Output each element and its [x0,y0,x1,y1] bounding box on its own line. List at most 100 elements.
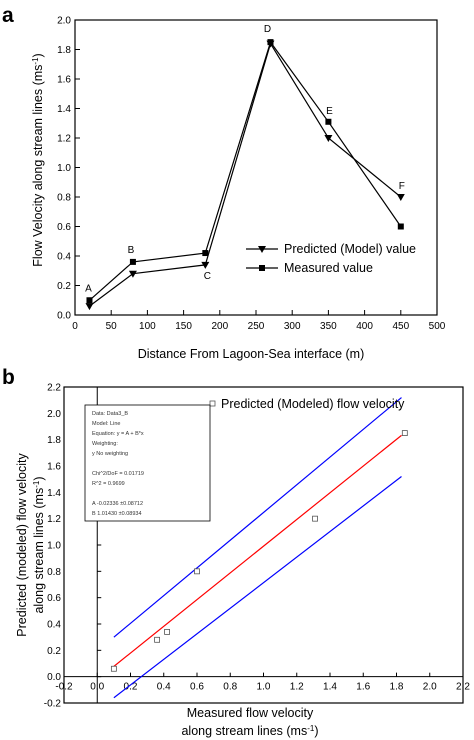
measured-point [129,258,136,265]
y-tick-label: 0.2 [57,281,71,292]
y-tick-label: 1.8 [57,45,71,56]
panel-a-point-labels: A B C D E F [85,24,405,294]
stats-box-line: y No weighting [92,451,128,457]
y-tick-label: 1.6 [57,75,71,86]
panel-b-ticks: -0.2 0.0 0.2 0.4 0.6 0.8 1.0 1.2 1.4 1.6 1.8 2.0 2.2… [44,383,471,710]
x-tick-label: 1.2 [290,682,304,693]
measured-point [397,223,404,230]
panel-b-y-axis-label-sup: -1 [32,480,41,488]
panel-b-x-axis-label-text: along stream lines (ms [181,724,307,738]
x-tick-label: 0.4 [157,682,171,693]
panel-a-label: a [2,4,14,27]
legend-label-predicted: Predicted (Model) value [284,242,416,256]
stats-box-line: B 1.01430 ±0.08934 [92,511,142,517]
measured-point [202,250,209,257]
predicted-point [128,270,137,278]
y-tick-label: 1.0 [57,163,71,174]
y-tick-label: 0.2 [47,646,61,657]
regression-fit-line [113,434,402,667]
x-tick-label: 100 [139,321,156,332]
y-tick-label: -0.2 [44,699,62,710]
legend-marker-measured [259,265,265,271]
y-tick-label: 0.8 [57,193,71,204]
y-tick-label: 0.6 [47,593,61,604]
stats-box-line: Weighting: [92,441,118,447]
panel-a-y-axis-label-text: Flow Velocity along stream lines (ms [31,65,45,267]
x-tick-label: 0.8 [223,682,237,693]
panel-b-legend: Predicted (Modeled) flow velocity [209,397,405,411]
x-tick-label: 350 [320,321,337,332]
panel-a-series [85,39,405,311]
y-tick-label: 1.6 [47,462,61,473]
y-tick-label: 0.8 [47,567,61,578]
x-tick-label: 150 [175,321,192,332]
data-point [164,629,170,635]
upper-confidence-line [113,397,402,638]
point-label-a: A [85,283,92,294]
point-label-d: D [264,24,271,35]
y-tick-label: 2.0 [57,16,71,27]
data-point [110,665,117,672]
x-tick-label: 400 [356,321,373,332]
stats-box-line: A -0.02336 ±0.08712 [92,501,143,507]
stats-box-line: Equation: y = A + B*x [92,431,144,437]
y-tick-label: 0.0 [57,311,71,322]
point-label-c: C [204,271,211,282]
x-tick-label: 450 [392,321,409,332]
stats-box-frame [84,404,211,522]
legend-marker [209,400,216,407]
panel-b-x-axis-label-tail: ) [314,724,318,738]
y-tick-label: 0.4 [57,252,71,263]
series-line-measured [89,40,402,301]
panel-a-y-axis-label-sup: -1 [31,57,40,65]
y-tick-label: 1.0 [47,541,61,552]
x-tick-label: 1.6 [356,682,370,693]
point-label-b: B [128,245,135,256]
y-tick-label: 0.4 [47,620,61,631]
legend-label: Predicted (Modeled) flow velocity [221,397,405,411]
y-tick-label: 0.6 [57,222,71,233]
x-tick-label: 1.4 [323,682,337,693]
x-tick-label: 2.2 [456,682,470,693]
x-tick-label: 2.0 [423,682,437,693]
data-point [312,515,318,522]
panel-a-legend: Predicted (Model) value Measured value [246,242,416,275]
data-point [194,568,200,575]
x-tick-label: 300 [284,321,301,332]
predicted-point [85,303,94,311]
x-tick-label: 0.6 [190,682,204,693]
panel-b-stats-box: Data: Data3_B Model: Line Equation: y = A … [84,404,211,522]
panel-a-ticks: 0 50 100 150 200 250 300 350 400 450 500 0.0 0.2 0.4 0… [57,16,446,333]
point-label-e: E [326,106,333,117]
x-tick-label: 1.0 [257,682,271,693]
panel-b-y-axis-label-line1: Predicted (modeled) flow velocity [15,453,29,637]
stats-box-line: Model: Line [92,421,120,427]
x-tick-label: 200 [211,321,228,332]
panel-b-points [110,430,408,672]
measured-point [267,39,274,46]
x-tick-label: 0.0 [90,682,104,693]
x-tick-label: -0.2 [55,682,73,693]
legend-label-measured: Measured value [284,261,373,275]
predicted-point [324,135,333,142]
y-tick-label: 2.2 [47,383,61,394]
stats-box-line: Chi^2/DoF = 0.01719 [92,471,144,477]
x-tick-label: 0.2 [124,682,138,693]
panel-a-x-axis-label: Distance From Lagoon-Sea interface (m) [138,347,364,361]
x-tick-label: 500 [429,321,446,332]
x-tick-label: 0 [72,321,78,332]
y-tick-label: 1.4 [57,104,71,115]
x-tick-label: 1.8 [390,682,404,693]
legend-marker-predicted [258,246,266,253]
point-label-f: F [399,181,405,192]
lower-confidence-line [113,476,402,699]
predicted-point [396,194,405,201]
x-tick-label: 50 [106,321,118,332]
series-line-predicted [89,42,402,307]
panel-b-y-axis-label-text: along stream lines (ms [32,488,46,614]
stats-box-line: R^2 = 0.9699 [92,481,125,487]
panel-a-y-axis-label-tail: ) [31,53,45,57]
panel-b-fit-lines [113,397,402,699]
panel-b-x-axis-label-line2: along stream lines (ms-1) [181,724,318,738]
